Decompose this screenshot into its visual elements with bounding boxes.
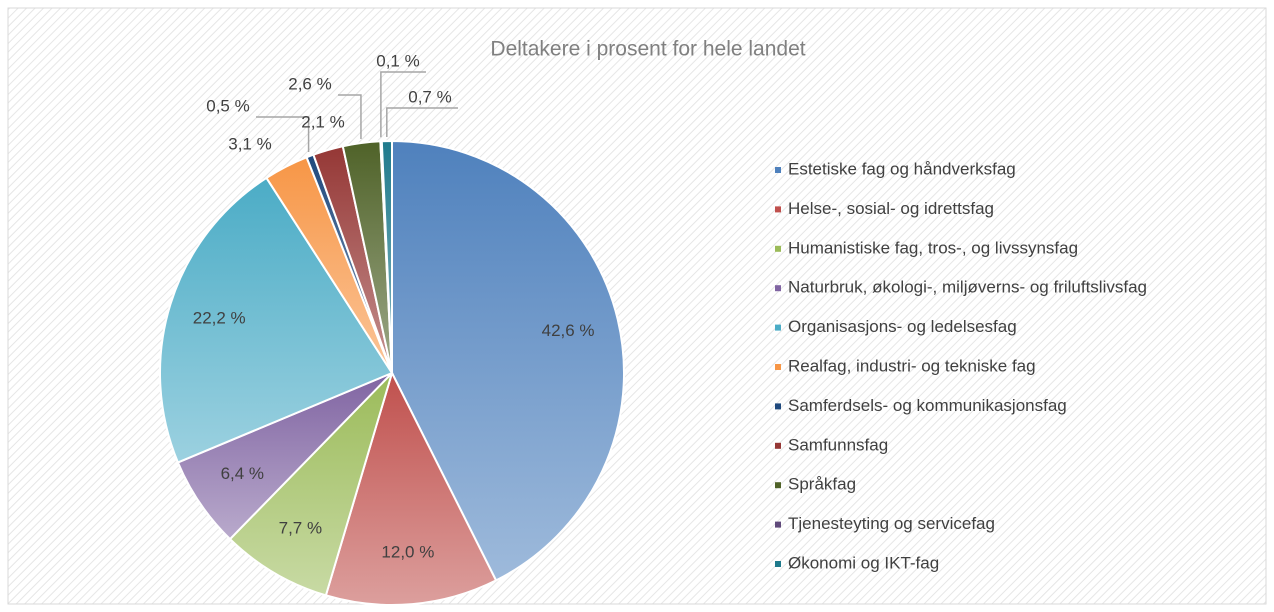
legend-label: Tjenesteyting og servicefag	[788, 514, 995, 533]
legend-label: Estetiske fag og håndverksfag	[788, 159, 1016, 178]
legend-swatch	[775, 206, 781, 213]
legend-swatch	[775, 324, 781, 331]
data-label: 0,7 %	[408, 87, 451, 106]
pie-slice	[324, 370, 498, 606]
legend-swatch	[775, 167, 781, 173]
legend-label: Organisasjons- og ledelsesfag	[788, 317, 1017, 336]
legend-label: Språkfag	[788, 475, 856, 494]
legend-swatch	[775, 561, 781, 567]
leader-line	[380, 71, 426, 138]
legend-label: Naturbruk, økologi-, miljøverns- og fril…	[788, 278, 1147, 297]
legend-label: Helse-, sosial- og idrettsfag	[788, 199, 994, 218]
legend-swatch	[775, 364, 781, 370]
data-label: 3,1 %	[228, 134, 271, 153]
legend-swatch	[775, 521, 781, 528]
leader-line	[386, 107, 458, 138]
chart-title: Deltakere i prosent for hele landet	[490, 38, 805, 61]
pie-slice	[380, 139, 393, 374]
pie-slice	[391, 139, 625, 582]
legend-swatch	[775, 285, 781, 292]
data-label: 0,5 %	[206, 96, 249, 115]
data-label: 6,4 %	[221, 464, 264, 483]
legend-label: Realfag, industri- og tekniske fag	[788, 356, 1036, 375]
legend-swatch	[775, 245, 781, 252]
data-label: 2,1 %	[301, 112, 344, 131]
pie-slice	[159, 176, 394, 464]
legend-label: Økonomi og IKT-fag	[788, 553, 939, 572]
leader-line	[256, 116, 310, 152]
pie-slice	[228, 372, 393, 597]
data-label: 42,6 %	[542, 321, 595, 340]
legend-label: Humanistiske fag, tros-, og livssynsfag	[788, 238, 1078, 257]
leader-line	[338, 94, 362, 140]
legend-swatch	[775, 442, 781, 449]
legend-label: Samfunnsfag	[788, 435, 888, 454]
data-label: 22,2 %	[193, 309, 246, 328]
legend-label: Samferdsels- og kommunikasjonsfag	[788, 396, 1067, 415]
legend-swatch	[775, 403, 781, 410]
data-label: 2,6 %	[288, 74, 331, 93]
legend-swatch	[775, 482, 781, 489]
data-label: 0,1 %	[376, 51, 419, 70]
data-label: 12,0 %	[381, 543, 434, 562]
data-label: 7,7 %	[279, 519, 322, 538]
